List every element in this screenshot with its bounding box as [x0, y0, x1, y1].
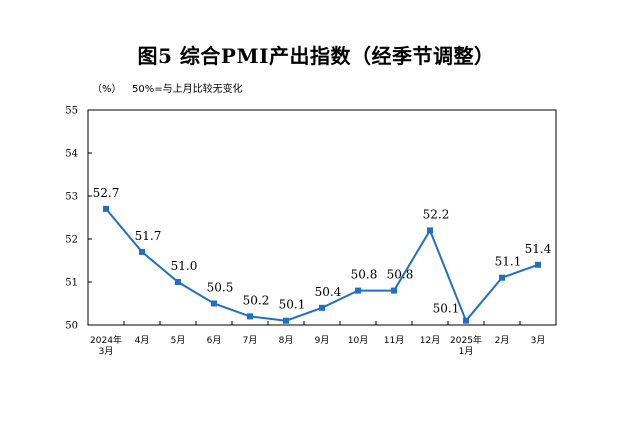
data-point-marker: [391, 287, 397, 294]
x-tick-label: 2024年: [90, 334, 122, 346]
x-tick-label: 2月: [495, 335, 510, 346]
y-axis-ticks: 50 51 52 53 54 55: [65, 106, 92, 332]
plot-area-frame: [87, 109, 557, 326]
x-tick-label: 1月: [459, 346, 474, 357]
data-point-marker: [283, 317, 289, 324]
data-label: 51.4: [525, 242, 552, 256]
data-point-marker: [247, 313, 253, 320]
data-label: 51.7: [135, 229, 162, 243]
data-point-marker: [499, 274, 505, 281]
x-tick-label: 7月: [243, 335, 258, 346]
x-tick-label: 5月: [171, 335, 186, 346]
data-label: 50.8: [387, 268, 414, 282]
x-tick-label: 3月: [531, 335, 546, 346]
data-label: 50.2: [243, 293, 270, 307]
data-labels: 52.7 51.7 51.0 50.5 50.2 50.1 50.4 50.8 50.8 52.2…: [93, 186, 552, 316]
x-tick-label: 4月: [135, 335, 150, 346]
data-label: 52.7: [93, 186, 120, 200]
x-tick-label: 9月: [315, 335, 330, 346]
y-tick-label: 51: [65, 278, 78, 289]
data-point-marker: [103, 205, 109, 212]
data-label: 50.8: [351, 268, 378, 282]
baseline-note: 50%=与上月比较无变化: [132, 84, 243, 95]
x-tick-label: 10月: [348, 335, 368, 346]
y-tick-label: 52: [65, 235, 78, 246]
data-point-marker: [175, 279, 181, 285]
x-tick-label: 3月: [99, 346, 114, 357]
data-label: 50.1: [433, 302, 460, 316]
x-tick-label: 6月: [207, 335, 222, 346]
data-point-marker: [211, 300, 217, 307]
data-point-marker: [355, 287, 361, 294]
x-tick-label: 2025年: [450, 334, 482, 346]
y-tick-label: 50: [65, 321, 78, 332]
series-markers: [103, 205, 541, 324]
x-tick-label: 11月: [384, 335, 404, 346]
y-tick-label: 54: [65, 149, 78, 160]
data-point-marker: [427, 227, 433, 234]
data-label: 50.1: [279, 298, 306, 312]
data-label: 51.1: [495, 255, 522, 269]
y-unit-label: （%）: [92, 84, 122, 95]
data-label: 50.4: [315, 285, 342, 299]
data-label: 51.0: [171, 259, 198, 273]
data-point-marker: [463, 317, 469, 324]
chart-title: 图5 综合PMI产出指数（经季节调整）: [137, 44, 495, 68]
y-tick-label: 53: [65, 192, 78, 203]
data-point-marker: [535, 261, 541, 268]
x-tick-label: 8月: [279, 335, 294, 346]
data-point-marker: [319, 304, 325, 311]
data-label: 52.2: [423, 207, 450, 221]
y-tick-label: 55: [65, 106, 78, 117]
x-tick-label: 12月: [420, 335, 440, 346]
data-point-marker: [139, 248, 145, 255]
data-label: 50.5: [207, 281, 234, 295]
